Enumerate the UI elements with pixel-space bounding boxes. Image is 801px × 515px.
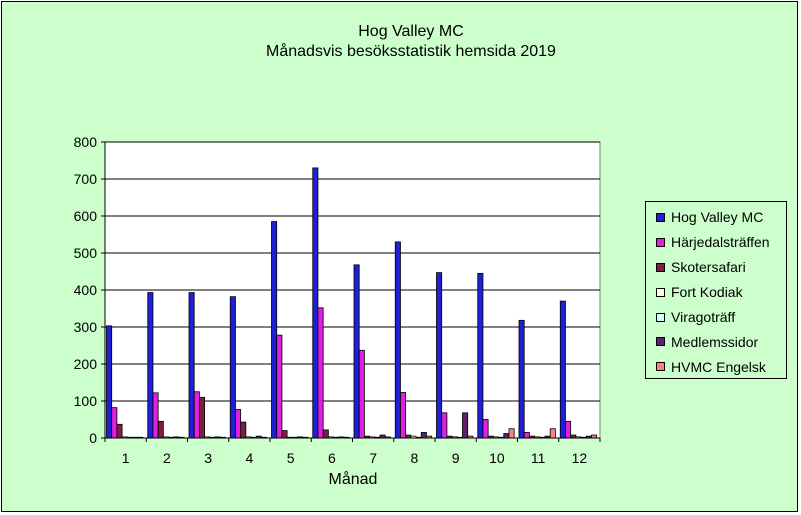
legend-item: Skotersafari	[646, 255, 786, 280]
x-ticks: 1 2 3 4 5 6 7 8 9 10 11 12	[104, 438, 601, 466]
bar	[240, 421, 247, 439]
bar	[106, 325, 113, 439]
bar	[477, 272, 484, 439]
bar	[281, 430, 288, 439]
legend-item: Medlemssidor	[646, 329, 786, 354]
bar	[400, 392, 407, 439]
bar	[235, 409, 242, 439]
bar	[152, 392, 159, 439]
legend-item: Fort Kodiak	[646, 280, 786, 305]
bar	[317, 307, 324, 439]
chart-subtitle: Månadsvis besöksstatistik hemsida 2019	[266, 43, 556, 60]
legend-item: Hog Valley MC	[646, 205, 786, 230]
legend-swatch	[656, 262, 665, 272]
y-ticks: 0 100 200 300 400 500 600 700 800	[74, 134, 105, 446]
legend-swatch	[656, 312, 665, 322]
bar	[503, 433, 510, 439]
bar	[157, 420, 164, 439]
chart-title: Hog Valley MC	[358, 23, 464, 40]
legend-label: Medlemssidor	[671, 333, 759, 350]
legend-swatch	[656, 362, 665, 372]
x-tick-label: 11	[531, 450, 546, 466]
x-tick-label: 2	[163, 450, 171, 466]
x-tick-label: 7	[369, 450, 377, 466]
bar	[116, 423, 123, 439]
legend-label: Fort Kodiak	[671, 284, 743, 301]
bar	[229, 296, 236, 439]
gridlines	[105, 141, 600, 402]
legend-label: Hog Valley MC	[671, 209, 764, 226]
bar	[147, 292, 154, 439]
y-tick-label: 100	[74, 393, 98, 409]
bar	[193, 391, 200, 439]
x-tick-label: 12	[572, 450, 588, 466]
bar	[482, 419, 489, 439]
legend-item: HVMC Engelsk	[646, 354, 786, 379]
legend-label: HVMC Engelsk	[671, 358, 766, 375]
legend-label: Härjedalsträffen	[671, 234, 770, 251]
bar	[508, 428, 515, 439]
bar	[523, 432, 530, 439]
bar	[188, 292, 195, 439]
x-tick-label: 6	[328, 450, 336, 466]
bar	[559, 300, 566, 439]
x-tick-label: 9	[452, 450, 460, 466]
legend: Hog Valley MC Härjedalsträffen Skotersafar…	[645, 201, 787, 379]
bar	[549, 428, 556, 439]
legend-swatch	[656, 337, 665, 347]
y-tick-label: 300	[74, 319, 98, 335]
bar	[312, 167, 319, 439]
bar	[353, 264, 360, 439]
y-tick-label: 700	[74, 171, 98, 187]
bar	[565, 420, 572, 439]
bar	[111, 407, 118, 439]
y-tick-label: 200	[74, 356, 98, 372]
bar	[358, 349, 365, 439]
bar	[462, 412, 469, 439]
y-tick-label: 400	[74, 282, 98, 298]
bars	[106, 167, 598, 439]
y-tick-label: 800	[74, 134, 98, 150]
bar	[271, 221, 278, 439]
x-tick-label: 5	[287, 450, 295, 466]
bar	[441, 412, 448, 439]
y-tick-label: 600	[74, 208, 98, 224]
bar	[394, 241, 401, 439]
x-tick-label: 3	[204, 450, 212, 466]
legend-swatch	[656, 237, 665, 247]
bar	[322, 429, 329, 439]
bar	[276, 334, 283, 439]
legend-swatch	[656, 287, 665, 297]
legend-label: Skotersafari	[671, 259, 746, 276]
legend-item: Viragoträff	[646, 305, 786, 330]
y-tick-label: 500	[74, 245, 98, 261]
x-tick-label: 1	[122, 450, 130, 466]
x-axis-label: Månad	[329, 470, 378, 488]
x-tick-label: 8	[410, 450, 418, 466]
bar	[518, 319, 525, 439]
x-tick-label: 10	[489, 450, 505, 466]
bar	[420, 432, 427, 439]
legend-swatch	[656, 212, 665, 222]
legend-label: Viragoträff	[671, 309, 736, 325]
bar	[198, 396, 205, 439]
y-tick-label: 0	[89, 430, 97, 446]
bar	[436, 272, 443, 439]
legend-item: Härjedalsträffen	[646, 230, 786, 255]
x-tick-label: 4	[245, 450, 253, 466]
